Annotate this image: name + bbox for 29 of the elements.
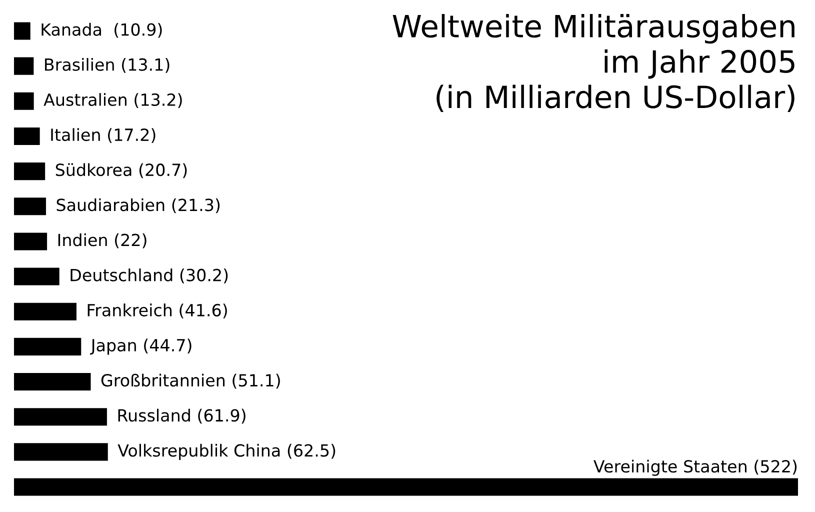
data-label: Frankreich (41.6) <box>88 304 227 318</box>
bar <box>14 478 798 496</box>
bar <box>14 268 60 286</box>
data-label: Australien (13.2) <box>44 93 182 108</box>
bar <box>14 198 46 216</box>
data-label: Italien (17.2) <box>51 128 156 144</box>
bar <box>14 408 107 426</box>
bar <box>14 232 48 250</box>
data-label: Kanada (10.9) <box>42 22 162 38</box>
data-label: Russland (61.9) <box>118 408 246 424</box>
bar <box>14 443 108 461</box>
data-label: Japan (44.7) <box>90 338 192 355</box>
bar <box>14 302 76 320</box>
data-label: Volksrepublik China (62.5) <box>118 444 336 460</box>
data-label: Vereinigte Staaten (522) <box>594 460 797 476</box>
bar <box>14 373 91 391</box>
data-label: Saudiarabien (21.3) <box>56 198 220 214</box>
data-label: Brasilien (13.1) <box>45 58 170 73</box>
data-label: Deutschland (30.2) <box>70 268 228 284</box>
bar <box>14 127 40 145</box>
bar <box>14 338 82 356</box>
data-label: Südkorea (20.7) <box>56 163 187 178</box>
bar <box>14 57 34 75</box>
data-label: Großbritannien (51.1) <box>101 374 280 389</box>
bar <box>14 22 30 40</box>
bar <box>14 162 46 180</box>
bar <box>14 92 34 110</box>
data-label: Indien (22) <box>58 233 146 248</box>
text: Weltweite Militärausgaben im Jahr 2005 (in Milliarden US-Dollar) <box>392 14 794 112</box>
